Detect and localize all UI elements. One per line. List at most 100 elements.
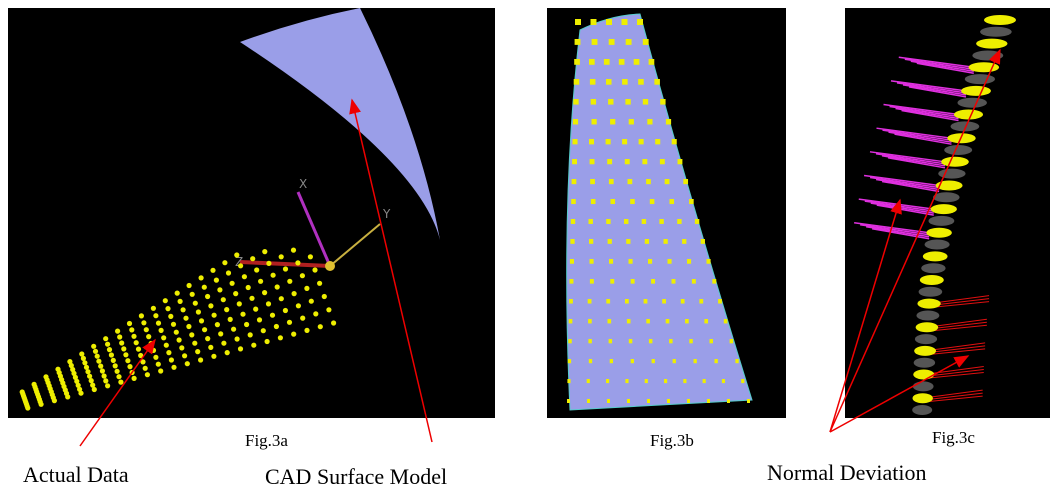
point bbox=[165, 306, 171, 312]
point bbox=[229, 280, 235, 286]
axis-label: Z bbox=[235, 255, 243, 269]
point bbox=[108, 352, 114, 358]
point bbox=[637, 19, 643, 25]
point bbox=[917, 298, 941, 309]
point bbox=[625, 299, 629, 304]
point bbox=[244, 321, 250, 328]
point bbox=[251, 342, 257, 348]
point bbox=[671, 279, 676, 284]
point bbox=[236, 301, 242, 307]
point bbox=[123, 352, 129, 358]
point bbox=[135, 346, 142, 352]
point bbox=[75, 382, 81, 388]
point bbox=[687, 399, 690, 403]
y-axis bbox=[329, 223, 381, 267]
point bbox=[282, 307, 288, 314]
vector bbox=[870, 202, 934, 214]
point bbox=[610, 119, 616, 125]
measured-points bbox=[19, 247, 337, 411]
point bbox=[938, 168, 966, 179]
point bbox=[704, 319, 709, 324]
point bbox=[326, 307, 332, 313]
point bbox=[170, 321, 177, 327]
point bbox=[569, 279, 574, 284]
point bbox=[571, 179, 577, 185]
point bbox=[91, 386, 97, 393]
point bbox=[308, 298, 314, 304]
point bbox=[628, 339, 633, 344]
point bbox=[158, 368, 164, 374]
z-axis bbox=[239, 260, 331, 268]
point bbox=[664, 179, 670, 185]
point bbox=[638, 79, 644, 85]
point bbox=[621, 19, 628, 25]
point bbox=[610, 199, 616, 205]
point bbox=[729, 339, 734, 344]
point bbox=[163, 342, 169, 348]
point bbox=[712, 279, 717, 284]
point bbox=[677, 159, 683, 165]
point bbox=[626, 239, 631, 244]
point bbox=[304, 285, 310, 291]
point bbox=[182, 353, 188, 359]
point bbox=[694, 219, 700, 224]
point bbox=[233, 291, 239, 297]
point bbox=[574, 59, 580, 65]
point bbox=[976, 38, 1008, 49]
point bbox=[150, 305, 156, 311]
point bbox=[961, 85, 991, 96]
vector bbox=[895, 107, 959, 120]
point bbox=[295, 260, 301, 266]
point bbox=[912, 393, 933, 404]
x-axis bbox=[296, 191, 332, 267]
point bbox=[607, 159, 613, 165]
point bbox=[624, 219, 629, 224]
point bbox=[664, 379, 668, 384]
point bbox=[71, 370, 77, 376]
point bbox=[299, 273, 305, 279]
point bbox=[609, 259, 614, 264]
point bbox=[291, 291, 297, 297]
point bbox=[85, 369, 91, 375]
point bbox=[68, 362, 74, 369]
point bbox=[663, 239, 668, 244]
point bbox=[591, 119, 597, 125]
point bbox=[964, 74, 995, 85]
point bbox=[915, 322, 939, 333]
vector bbox=[860, 223, 930, 236]
point bbox=[642, 159, 648, 165]
point bbox=[589, 79, 596, 85]
point bbox=[574, 39, 581, 45]
point bbox=[264, 338, 270, 345]
point bbox=[125, 358, 131, 364]
point bbox=[133, 340, 139, 346]
vector bbox=[922, 395, 983, 403]
point bbox=[198, 275, 204, 281]
point bbox=[606, 379, 610, 384]
point bbox=[607, 319, 612, 324]
point bbox=[648, 339, 653, 344]
point bbox=[700, 239, 705, 244]
point bbox=[693, 359, 697, 364]
point bbox=[570, 219, 576, 224]
vector bbox=[875, 178, 940, 191]
point bbox=[608, 179, 614, 185]
axis-label: X bbox=[299, 177, 307, 191]
point bbox=[184, 361, 190, 367]
point bbox=[603, 59, 610, 65]
point bbox=[186, 323, 192, 330]
point bbox=[606, 299, 611, 304]
point bbox=[607, 239, 612, 244]
point bbox=[606, 19, 612, 25]
point bbox=[189, 332, 195, 338]
point bbox=[622, 139, 628, 145]
point bbox=[649, 199, 655, 205]
point bbox=[723, 319, 728, 324]
point bbox=[569, 299, 573, 304]
point bbox=[718, 299, 722, 304]
point bbox=[141, 320, 147, 326]
point bbox=[176, 337, 182, 343]
point bbox=[741, 379, 745, 384]
point bbox=[590, 179, 595, 185]
